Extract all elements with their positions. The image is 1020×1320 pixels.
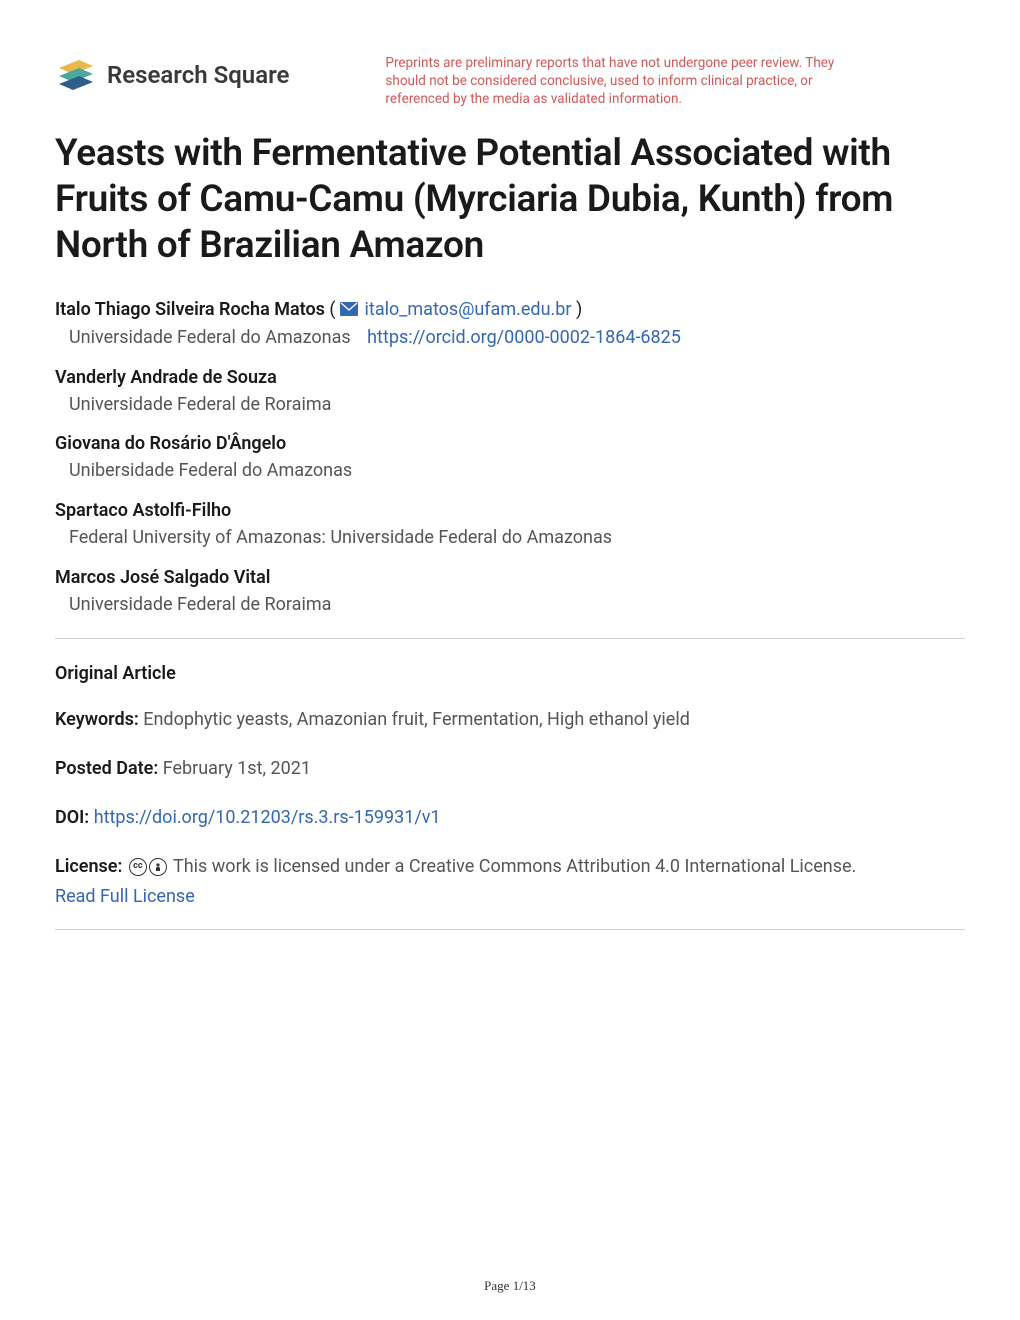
- author-email-link[interactable]: italo_matos@ufam.edu.br: [365, 299, 572, 320]
- cc-icons: cc: [129, 858, 167, 876]
- author-affiliation: Universidade Federal de Roraima: [55, 391, 965, 420]
- article-title: Yeasts with Fermentative Potential Assoc…: [55, 131, 965, 270]
- header: Research Square Preprints are preliminar…: [55, 54, 965, 109]
- license-link[interactable]: Read Full License: [55, 883, 195, 911]
- logo-mark-icon: [55, 54, 97, 96]
- article-type: Original Article: [55, 663, 965, 684]
- author-affiliation: Universidade Federal de Roraima: [55, 591, 965, 620]
- author-name: Vanderly Andrade de Souza: [55, 365, 965, 391]
- doi-link[interactable]: https://doi.org/10.21203/rs.3.rs-159931/…: [94, 807, 441, 828]
- author-entry: Marcos José Salgado Vital Universidade F…: [55, 565, 965, 620]
- author-name: Giovana do Rosário D'Ângelo: [55, 431, 965, 457]
- envelope-icon: [340, 298, 358, 324]
- authors-list: Italo Thiago Silveira Rocha Matos ( ital…: [55, 297, 965, 620]
- page-number: Page 1/13: [0, 1278, 1020, 1294]
- author-entry: Vanderly Andrade de Souza Universidade F…: [55, 365, 965, 420]
- license-row: License: cc This work is licensed under …: [55, 853, 965, 911]
- logo-text: Research Square: [107, 61, 289, 89]
- cc-by-icon: [149, 858, 167, 876]
- posted-date-row: Posted Date: February 1st, 2021: [55, 755, 965, 782]
- author-name: Marcos José Salgado Vital: [55, 565, 965, 591]
- disclaimer-text: Preprints are preliminary reports that h…: [385, 54, 835, 109]
- posted-date-value: February 1st, 2021: [163, 758, 311, 779]
- keywords-label: Keywords:: [55, 709, 139, 730]
- keywords-value: Endophytic yeasts, Amazonian fruit, Ferm…: [143, 709, 690, 730]
- posted-date-label: Posted Date:: [55, 758, 158, 779]
- author-affiliation: Universidade Federal do Amazonas https:/…: [55, 324, 965, 353]
- cc-icon: cc: [129, 858, 147, 876]
- divider: [55, 929, 965, 930]
- license-label: License:: [55, 856, 122, 877]
- divider: [55, 638, 965, 639]
- author-affiliation: Unibersidade Federal do Amazonas: [55, 457, 965, 486]
- keywords-row: Keywords: Endophytic yeasts, Amazonian f…: [55, 706, 965, 733]
- logo[interactable]: Research Square: [55, 54, 289, 96]
- author-entry: Italo Thiago Silveira Rocha Matos ( ital…: [55, 297, 965, 352]
- doi-row: DOI: https://doi.org/10.21203/rs.3.rs-15…: [55, 804, 965, 831]
- author-name: Spartaco Astolfi-Filho: [55, 498, 965, 524]
- orcid-link[interactable]: https://orcid.org/0000-0002-1864-6825: [367, 327, 681, 348]
- author-entry: Giovana do Rosário D'Ângelo Unibersidade…: [55, 431, 965, 486]
- doi-label: DOI:: [55, 807, 89, 828]
- author-entry: Spartaco Astolfi-Filho Federal Universit…: [55, 498, 965, 553]
- license-text: This work is licensed under a Creative C…: [173, 856, 856, 877]
- author-name: Italo Thiago Silveira Rocha Matos ( ital…: [55, 297, 965, 323]
- corresponding-marker: (: [329, 299, 340, 320]
- author-affiliation: Federal University of Amazonas: Universi…: [55, 524, 965, 553]
